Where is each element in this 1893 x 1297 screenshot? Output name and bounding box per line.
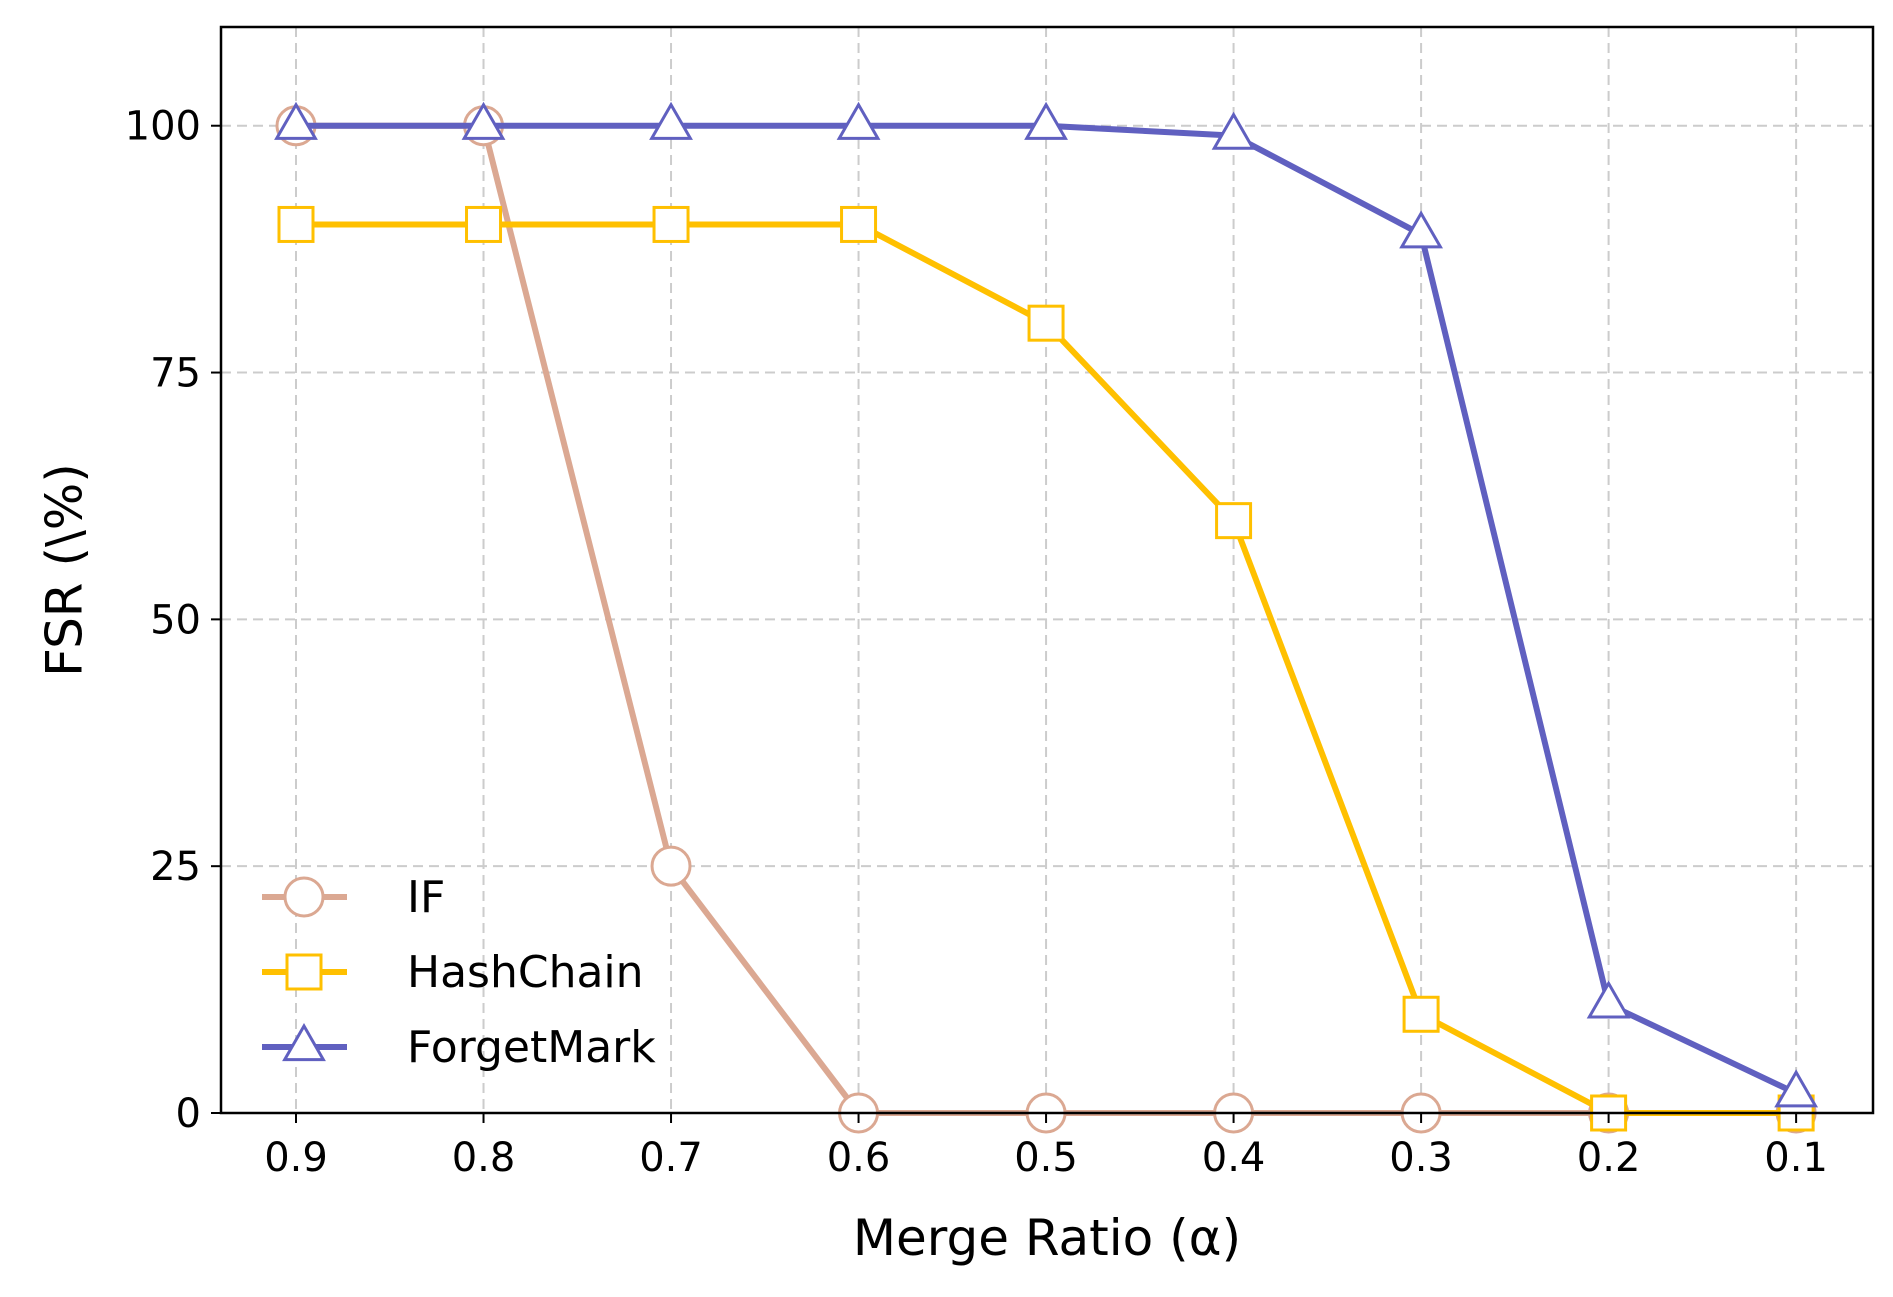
x-tick-label: 0.7 <box>639 1135 703 1181</box>
data-point-forgetmark <box>1399 210 1444 249</box>
series-hashchain <box>277 205 1815 1132</box>
x-tick-label: 0.6 <box>827 1135 891 1181</box>
x-tick-label: 0.3 <box>1389 1135 1453 1181</box>
data-point-hashchain <box>1027 304 1065 342</box>
data-point-forgetmark <box>1024 101 1068 140</box>
x-axis-title: Merge Ratio (α) <box>853 1209 1241 1267</box>
legend-marker-forgetmark <box>282 1022 326 1062</box>
x-tick-label: 0.8 <box>452 1135 516 1181</box>
data-point-forgetmark <box>1211 111 1256 150</box>
x-tick-label: 0.9 <box>264 1135 328 1181</box>
data-point-forgetmark <box>1586 980 1631 1019</box>
legend-marker-if <box>283 876 325 918</box>
x-tick-label: 0.2 <box>1577 1135 1641 1181</box>
y-tick-label: 0 <box>176 1091 201 1137</box>
data-point-forgetmark <box>836 101 881 140</box>
series-forgetmark <box>274 101 1819 1108</box>
legend-item-if: IF <box>262 872 445 923</box>
legend-label: HashChain <box>407 947 644 998</box>
data-point-hashchain <box>840 205 878 243</box>
y-tick-label: 25 <box>150 844 201 890</box>
data-point-forgetmark <box>649 101 693 140</box>
y-axis-title: FSR (\%) <box>36 463 94 677</box>
data-point-forgetmark <box>274 101 318 140</box>
data-point-hashchain <box>277 205 315 243</box>
y-tick-label: 75 <box>150 351 201 397</box>
data-point-if <box>650 845 692 887</box>
data-point-hashchain <box>1402 995 1440 1033</box>
data-point-hashchain <box>1215 502 1253 540</box>
data-point-forgetmark <box>1774 1069 1819 1108</box>
data-point-hashchain <box>465 205 503 243</box>
legend-item-hashchain: HashChain <box>262 947 644 998</box>
x-tick-label: 0.5 <box>1014 1135 1078 1181</box>
axes: 0.9 0.8 0.7 0.6 0.5 0.4 0.3 0.2 0.1 0 25 50 75 100 <box>125 104 1828 1181</box>
legend-label: IF <box>407 872 445 923</box>
legend: IF HashChain ForgetMark <box>262 872 656 1073</box>
x-tick-label: 0.4 <box>1202 1135 1266 1181</box>
y-tick-label: 50 <box>150 597 201 643</box>
data-point-hashchain <box>652 205 690 243</box>
legend-item-forgetmark: ForgetMark <box>262 1022 656 1073</box>
x-tick-label: 0.1 <box>1764 1135 1828 1181</box>
legend-label: ForgetMark <box>407 1022 656 1073</box>
legend-marker-hashchain <box>285 953 323 991</box>
data-point-forgetmark <box>461 101 506 140</box>
y-tick-label: 100 <box>125 104 201 150</box>
